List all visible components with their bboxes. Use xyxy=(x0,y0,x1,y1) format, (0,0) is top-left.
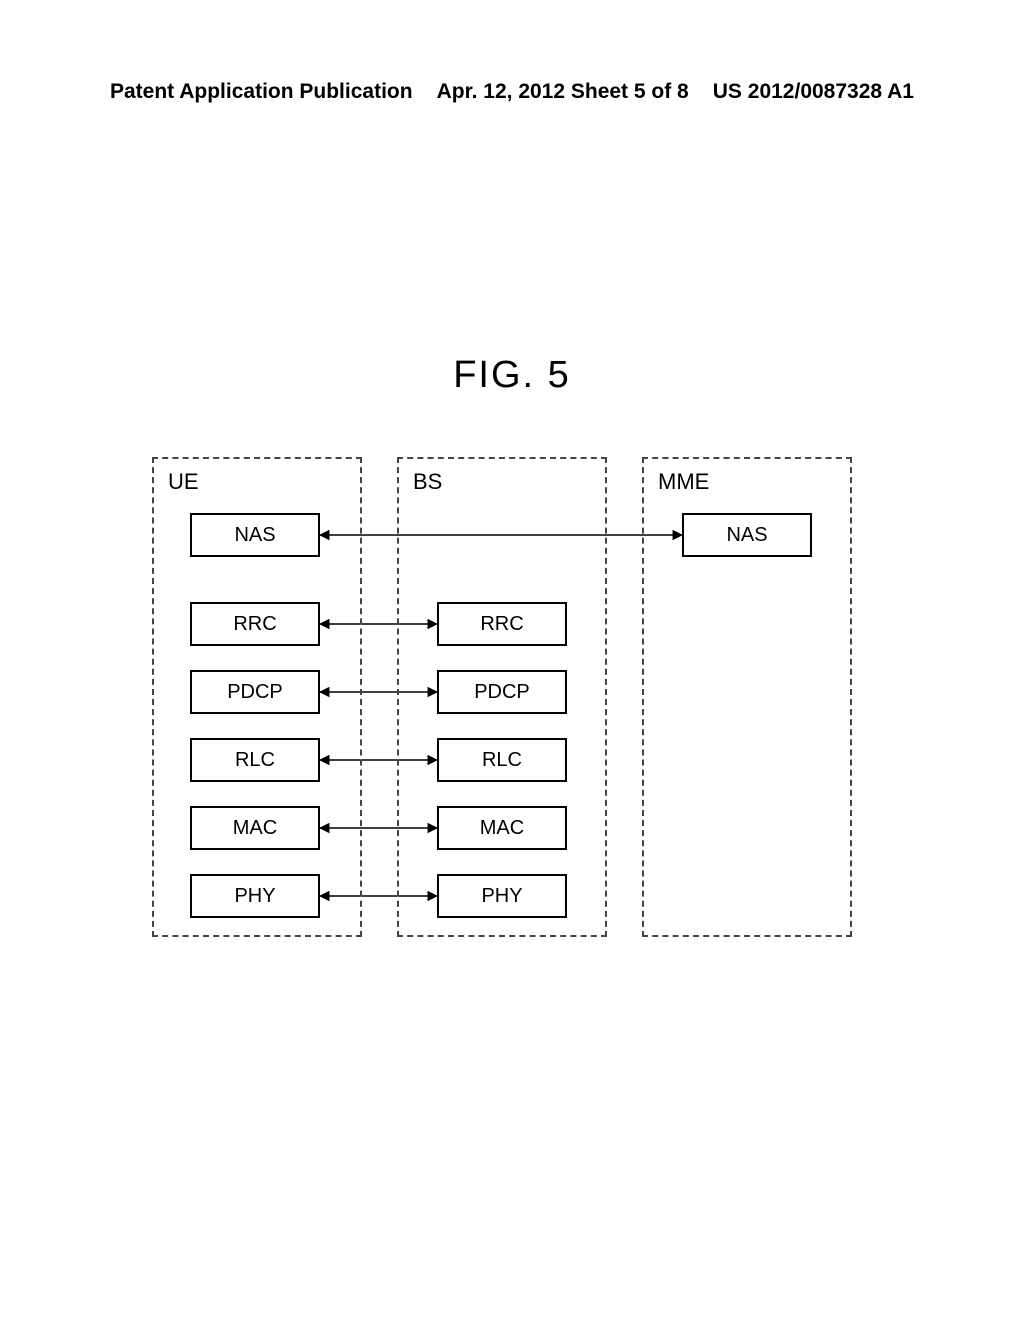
header-right: US 2012/0087328 A1 xyxy=(713,80,914,104)
header-left: Patent Application Publication xyxy=(110,80,413,104)
ue-phy-box: PHY xyxy=(190,874,320,918)
header-center: Apr. 12, 2012 Sheet 5 of 8 xyxy=(437,80,689,104)
ue-rrc-box: RRC xyxy=(190,602,320,646)
entity-title-bs: BS xyxy=(413,469,442,495)
mme-nas-box: NAS xyxy=(682,513,812,557)
page-header: Patent Application Publication Apr. 12, … xyxy=(0,0,1024,104)
entity-title-ue: UE xyxy=(168,469,199,495)
ue-mac-box: MAC xyxy=(190,806,320,850)
bs-phy-box: PHY xyxy=(437,874,567,918)
bs-rrc-box: RRC xyxy=(437,602,567,646)
bs-rlc-box: RLC xyxy=(437,738,567,782)
ue-pdcp-box: PDCP xyxy=(190,670,320,714)
ue-nas-box: NAS xyxy=(190,513,320,557)
figure-title: FIG. 5 xyxy=(0,354,1024,397)
bs-pdcp-box: PDCP xyxy=(437,670,567,714)
entity-title-mme: MME xyxy=(658,469,709,495)
protocol-stack-diagram: UE BS MME NAS NAS RRC RRC PDCP PDCP RLC … xyxy=(152,457,872,937)
ue-rlc-box: RLC xyxy=(190,738,320,782)
bs-mac-box: MAC xyxy=(437,806,567,850)
